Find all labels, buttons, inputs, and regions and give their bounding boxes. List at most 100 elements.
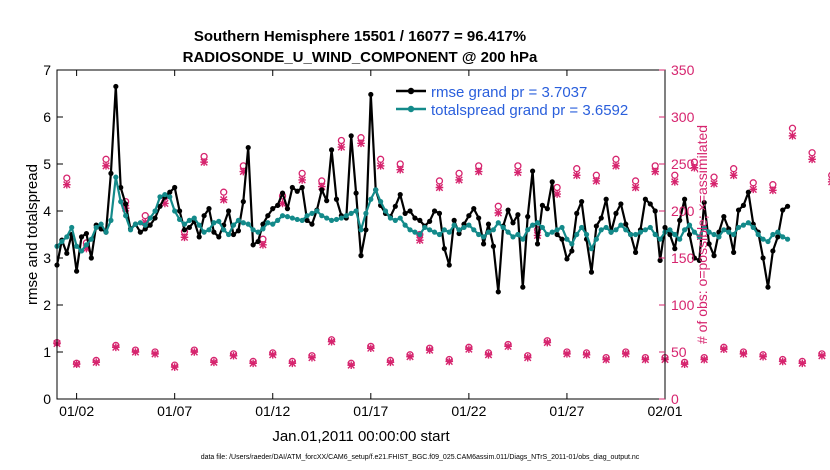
obs-assimilated-marker: [484, 351, 493, 359]
rmse-point: [691, 255, 698, 261]
rmse-point: [686, 231, 693, 238]
spread-point: [167, 194, 173, 200]
spread-point: [686, 222, 693, 228]
spread-point: [172, 208, 178, 214]
spread-point: [127, 227, 134, 233]
spread-point: [294, 216, 300, 223]
rmse-point: [245, 144, 251, 151]
obs-assimilated-marker: [357, 139, 365, 148]
rmse-point: [226, 208, 232, 214]
rmse-point: [554, 231, 560, 238]
y-tick-label-right: 350: [671, 62, 695, 78]
rmse-point: [525, 214, 531, 220]
rmse-point: [319, 187, 325, 193]
obs-assimilated-marker: [112, 343, 120, 352]
rmse-point: [618, 201, 624, 207]
spread-point: [152, 208, 158, 214]
spread-point: [206, 227, 212, 233]
spread-point: [397, 215, 403, 221]
obs-assimilated-marker: [259, 241, 267, 249]
rmse-point: [64, 250, 70, 256]
obs-assimilated-marker: [553, 190, 561, 198]
rmse-point: [534, 241, 541, 247]
spread-point: [691, 229, 698, 235]
spread-point: [476, 231, 482, 238]
spread-point: [750, 224, 756, 231]
obs-assimilated-marker: [180, 233, 189, 242]
spread-point: [191, 215, 197, 221]
obs-assimilated-marker: [739, 350, 748, 358]
obs-assimilated-marker: [131, 348, 140, 356]
rmse-point: [735, 207, 742, 213]
y-tick-label-right: 150: [671, 250, 695, 266]
spread-point: [549, 229, 555, 235]
obs-assimilated-marker: [445, 357, 454, 366]
rmse-point: [417, 217, 423, 223]
obs-assimilated-marker: [543, 338, 552, 347]
y-tick-label-right: 250: [671, 156, 695, 172]
obs-assimilated-marker: [170, 363, 179, 371]
spread-point: [392, 217, 398, 223]
spread-point: [765, 238, 771, 245]
rmse-point: [451, 217, 457, 223]
rmse-point: [775, 234, 781, 240]
spread-point: [637, 229, 644, 235]
spread-point: [358, 227, 364, 233]
spread-point: [520, 236, 526, 242]
y-tick-label-left: 1: [43, 344, 51, 360]
rmse-point: [348, 133, 354, 139]
x-tick-label: 01/27: [549, 403, 584, 419]
spread-point: [118, 199, 124, 205]
spread-point: [221, 227, 227, 233]
y-tick-label-left: 3: [43, 250, 51, 266]
rmse-point: [667, 231, 673, 238]
y-tick-label-right: 50: [671, 344, 687, 360]
obs-assimilated-marker: [769, 186, 777, 195]
rmse-point: [613, 210, 619, 216]
obs-assimilated-marker: [72, 360, 81, 369]
y-tick-label-left: 2: [43, 297, 51, 313]
rmse-point: [672, 246, 678, 252]
obs-assimilated-marker: [92, 358, 101, 367]
rmse-point: [652, 208, 658, 214]
rmse-point: [201, 213, 207, 219]
rmse-point: [574, 210, 580, 216]
obs-assimilated-marker: [778, 357, 787, 366]
spread-point: [583, 231, 590, 238]
rmse-point: [530, 168, 536, 174]
spread-point: [701, 224, 707, 231]
spread-point: [721, 227, 727, 233]
obs-assimilated-marker: [455, 176, 463, 184]
spread-point: [495, 220, 501, 226]
obs-assimilated-marker: [151, 350, 159, 358]
spread-point: [64, 234, 70, 240]
spread-point: [667, 227, 673, 233]
rmse-point: [495, 289, 501, 295]
spread-point: [706, 229, 712, 235]
x-tick-label: 01/12: [255, 403, 290, 419]
series-layer: [53, 83, 830, 371]
obs-assimilated-marker: [700, 355, 709, 364]
y-tick-label-right: 0: [671, 391, 679, 407]
rmse-point: [123, 201, 129, 207]
obs-possible-marker: [494, 202, 502, 210]
obs-possible-marker: [63, 174, 71, 182]
rmse-point: [701, 199, 707, 206]
spread-point: [422, 224, 428, 231]
spread-point: [770, 231, 776, 238]
obs-assimilated-marker: [268, 351, 277, 359]
obs-assimilated-marker: [465, 345, 473, 353]
spread-point: [245, 221, 251, 227]
obs-assimilated-marker: [818, 351, 826, 360]
y-tick-label-left: 6: [43, 109, 51, 125]
spread-point: [618, 222, 624, 228]
rmse-point: [113, 83, 119, 90]
rmse-point: [328, 147, 335, 153]
rmse-point: [255, 238, 261, 245]
obs-possible-marker: [298, 169, 306, 178]
obs-assimilated-marker: [367, 344, 375, 353]
spread-point: [309, 210, 315, 216]
spread-point: [147, 215, 153, 221]
rmse-point: [657, 257, 663, 263]
spread-point: [289, 215, 295, 221]
